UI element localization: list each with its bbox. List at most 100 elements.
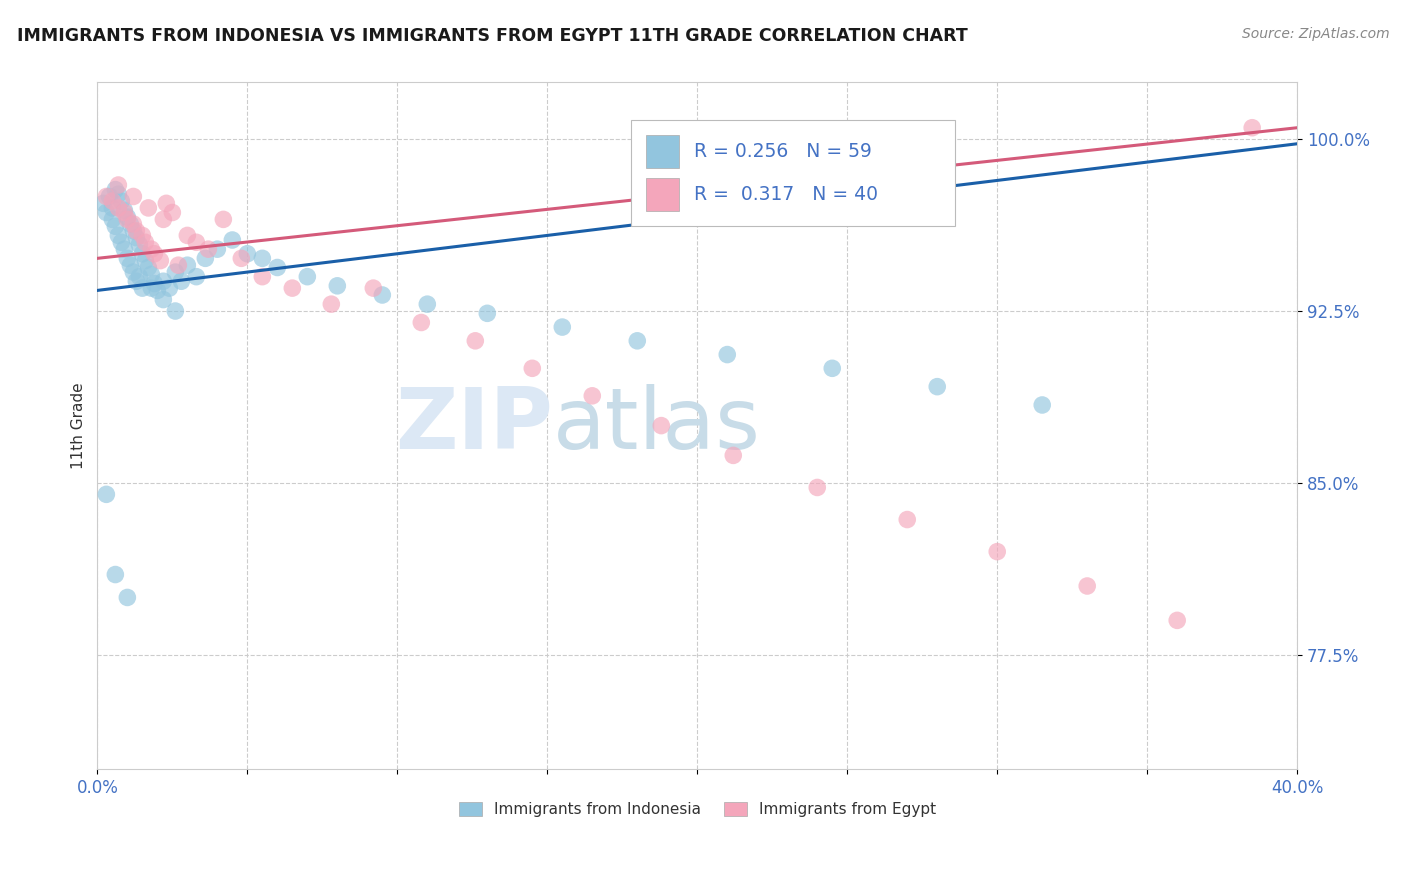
Text: atlas: atlas [554, 384, 761, 467]
Point [167, 258, 190, 272]
Point [162, 205, 184, 219]
Point [120, 217, 142, 231]
Point [125, 230, 148, 244]
Point [986, 544, 1008, 558]
Point [138, 201, 160, 215]
Point [141, 281, 163, 295]
Text: Source: ZipAtlas.com: Source: ZipAtlas.com [1241, 27, 1389, 41]
Point [152, 274, 174, 288]
Text: ZIP: ZIP [395, 384, 554, 467]
Point [221, 233, 243, 247]
Point [281, 281, 304, 295]
Text: R =  0.317   N = 40: R = 0.317 N = 40 [693, 186, 877, 204]
Text: IMMIGRANTS FROM INDONESIA VS IMMIGRANTS FROM EGYPT 11TH GRADE CORRELATION CHART: IMMIGRANTS FROM INDONESIA VS IMMIGRANTS … [17, 27, 967, 45]
Point [806, 480, 828, 494]
Point [131, 246, 153, 260]
Point [98, 189, 121, 203]
Point [146, 284, 169, 298]
Point [821, 361, 844, 376]
Point [112, 205, 135, 219]
FancyBboxPatch shape [631, 120, 955, 227]
Point [96, 487, 118, 501]
Point [117, 210, 139, 224]
Point [152, 212, 174, 227]
Point [186, 235, 208, 250]
Point [104, 567, 127, 582]
Point [231, 252, 253, 266]
Point [101, 201, 124, 215]
Point [117, 591, 139, 605]
Point [107, 178, 129, 192]
Y-axis label: 11th Grade: 11th Grade [72, 383, 86, 469]
Point [143, 246, 166, 260]
Point [186, 269, 208, 284]
Bar [645, 178, 679, 211]
Point [626, 334, 648, 348]
Point [125, 274, 148, 288]
Point [363, 281, 385, 295]
Point [1166, 613, 1188, 627]
Point [96, 189, 118, 203]
Point [176, 228, 198, 243]
Point [371, 288, 394, 302]
Text: R = 0.256   N = 59: R = 0.256 N = 59 [693, 142, 872, 161]
Point [131, 228, 153, 243]
Point [149, 253, 172, 268]
Point [120, 258, 142, 272]
Point [896, 512, 918, 526]
Point [1241, 120, 1264, 135]
Point [266, 260, 288, 275]
Point [522, 361, 544, 376]
Point [101, 194, 124, 208]
Point [157, 281, 180, 295]
Point [236, 246, 259, 260]
Point [128, 269, 150, 284]
Point [152, 293, 174, 307]
Point [176, 258, 198, 272]
Point [297, 269, 319, 284]
Point [326, 278, 349, 293]
Point [581, 389, 603, 403]
Point [112, 203, 135, 218]
Point [107, 201, 129, 215]
Point [110, 194, 132, 208]
Point [165, 265, 187, 279]
Point [107, 187, 129, 202]
Point [104, 219, 127, 234]
Point [125, 224, 148, 238]
Point [143, 277, 166, 291]
Point [101, 212, 124, 227]
Point [252, 252, 274, 266]
Point [110, 235, 132, 250]
Point [112, 242, 135, 256]
Point [252, 269, 274, 284]
Point [128, 237, 150, 252]
Point [107, 228, 129, 243]
Point [416, 297, 439, 311]
Point [155, 196, 177, 211]
Point [104, 183, 127, 197]
Legend: Immigrants from Indonesia, Immigrants from Egypt: Immigrants from Indonesia, Immigrants fr… [453, 797, 942, 823]
Point [551, 320, 574, 334]
Point [650, 418, 672, 433]
Point [117, 212, 139, 227]
Point [122, 224, 145, 238]
Point [207, 242, 229, 256]
Point [170, 274, 193, 288]
Point [477, 306, 499, 320]
Point [122, 189, 145, 203]
Point [96, 205, 118, 219]
Point [212, 212, 235, 227]
Point [927, 379, 949, 393]
Point [716, 347, 738, 361]
Point [131, 281, 153, 295]
Point [197, 242, 219, 256]
Point [321, 297, 343, 311]
Point [194, 252, 217, 266]
Point [122, 265, 145, 279]
Point [134, 235, 156, 250]
Point [122, 217, 145, 231]
Point [134, 253, 156, 268]
Point [464, 334, 486, 348]
Point [1076, 579, 1098, 593]
